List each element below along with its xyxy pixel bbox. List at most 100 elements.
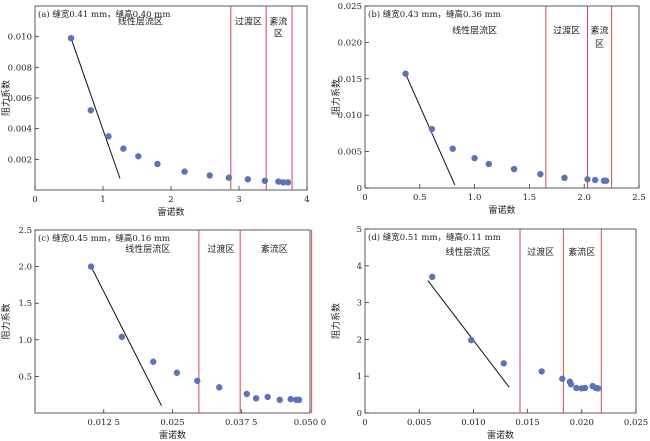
- data-point: [468, 336, 475, 344]
- data-point: [537, 170, 544, 178]
- data-point: [87, 107, 94, 114]
- x-tick-label: 0.025: [624, 418, 648, 428]
- region-label: 线性层流区: [125, 243, 170, 255]
- region-label: 线性层流区: [445, 246, 490, 258]
- x-tick-label: 3: [236, 195, 241, 205]
- y-tick-label: 0.008: [8, 63, 32, 73]
- region-label: 紊流区: [568, 246, 595, 258]
- plot-frame: [364, 228, 637, 414]
- data-point: [118, 333, 126, 341]
- panel-c: 0.012 5 0.025 0.037 5 0.050 0 0.5 1.0 1.5 2.0 2.…: [0, 226, 326, 441]
- x-tick-label: 0: [32, 195, 37, 205]
- data-point: [581, 384, 589, 392]
- region-label: 紊流: [269, 15, 287, 27]
- data-point: [594, 385, 602, 392]
- x-tick-label: 0: [362, 418, 367, 428]
- x-tick-label: 0.050 0: [294, 418, 326, 428]
- panel-d: 0 0.005 0.010 0.015 0.020 0.025 0 1 2 3 4 5 雷诺数 阻力系数 (…: [330, 225, 648, 441]
- trend-line: [90, 266, 162, 406]
- data-point: [485, 160, 493, 168]
- plot-frame: [364, 5, 640, 189]
- data-point: [244, 176, 252, 183]
- x-tick-label: 2.0: [577, 193, 591, 203]
- data-point: [150, 358, 157, 365]
- region-label: 线性层流区: [118, 15, 163, 27]
- y-tick-label: 0.004: [8, 125, 32, 135]
- data-point: [573, 384, 580, 392]
- x-axis-label: 雷诺数: [157, 206, 184, 218]
- data-point: [538, 368, 545, 375]
- data-point: [276, 396, 283, 404]
- x-tick-label: 0: [362, 193, 367, 203]
- x-axis-label: 雷诺数: [488, 204, 515, 216]
- y-axis-label: 阻力系数: [0, 80, 12, 116]
- y-axis-label: 阻力系数: [330, 79, 342, 115]
- x-axis-label: 雷诺数: [487, 429, 514, 441]
- data-point: [225, 174, 232, 181]
- panel-title: (a) 缝宽0.41 mm，缝高0.40 mm: [38, 9, 170, 20]
- x-tick-label: 0.5: [413, 193, 427, 203]
- data-point: [584, 176, 591, 183]
- panel-a: 0 1 2 3 4 0.002 0.004 0.006 0.008 0.010 雷诺数 阻力系数 (a)…: [0, 5, 310, 218]
- data-point: [280, 179, 287, 186]
- trend-line: [427, 280, 510, 388]
- y-tick-label: 2.5: [18, 226, 32, 236]
- data-point: [173, 369, 181, 376]
- data-point: [510, 165, 518, 173]
- x-tick-label: 0.037 5: [225, 418, 257, 428]
- data-point: [567, 381, 575, 388]
- region-label: 过渡区: [207, 243, 234, 255]
- data-point: [295, 396, 303, 404]
- y-tick-label: 0.005: [338, 148, 362, 158]
- plot-frame: [34, 229, 311, 414]
- y-axis-label: 阻力系数: [0, 303, 12, 339]
- y-tick-label: 0.002: [8, 155, 32, 165]
- region-label: 过渡区: [235, 15, 262, 27]
- y-tick-label: 1.0: [18, 336, 32, 346]
- region-label: 紊流: [591, 25, 609, 37]
- y-axis-label: 阻力系数: [330, 303, 342, 339]
- data-point: [181, 168, 188, 175]
- y-tick-label: 0.025: [338, 2, 362, 12]
- y-tick-label: 0: [357, 409, 362, 419]
- y-tick-label: 5: [357, 225, 362, 235]
- data-point: [252, 395, 260, 402]
- y-tick-label: 4: [357, 262, 362, 272]
- x-axis-label: 雷诺数: [159, 429, 186, 441]
- x-tick-label: 0.012 5: [88, 418, 120, 428]
- data-point: [559, 375, 566, 382]
- region-label: 过渡区: [527, 246, 554, 258]
- region-label: 过渡区: [553, 25, 580, 37]
- y-tick-label: 0.010: [338, 111, 362, 121]
- x-tick-label: 2.5: [632, 193, 646, 203]
- panel-title: (d) 缝宽0.51 mm，缝高0.11 mm: [368, 232, 501, 243]
- y-tick-label: 0.015: [338, 75, 362, 85]
- data-point: [429, 273, 436, 281]
- data-point: [261, 177, 269, 184]
- y-tick-label: 1: [357, 372, 362, 382]
- y-tick-label: 0.006: [8, 94, 32, 104]
- x-tick-label: 2: [168, 195, 173, 205]
- data-point: [602, 177, 610, 184]
- data-point: [275, 178, 282, 185]
- x-tick-label: 1.5: [523, 193, 537, 203]
- data-point: [402, 70, 409, 77]
- x-tick-label: 1: [100, 195, 105, 205]
- data-point: [591, 176, 599, 184]
- data-point: [561, 174, 568, 182]
- data-point: [284, 179, 292, 186]
- panel-b: 0 0.5 1.0 1.5 2.0 2.5 0 0.005 0.010 0.015 0.020 0.0…: [330, 2, 646, 216]
- x-tick-label: 4: [304, 195, 309, 205]
- data-point: [105, 133, 112, 140]
- x-tick-label: 0.020: [570, 418, 594, 428]
- data-point: [154, 160, 161, 168]
- region-label: 紊流区: [261, 243, 288, 255]
- data-point: [500, 360, 507, 367]
- x-tick-label: 0.015: [515, 418, 539, 428]
- region-label: 线性层流区: [452, 25, 497, 37]
- data-point: [243, 390, 250, 398]
- y-tick-label: 2: [357, 335, 362, 345]
- data-point: [194, 377, 201, 384]
- y-tick-label: 0: [357, 184, 362, 194]
